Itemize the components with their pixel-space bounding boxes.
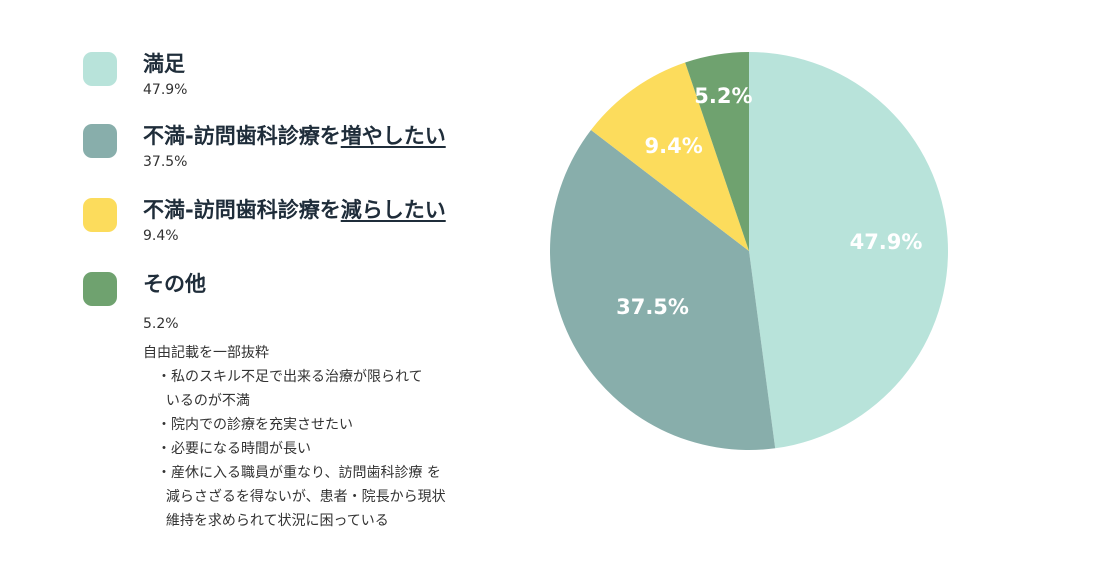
slice-label-4: 5.2% <box>694 84 752 108</box>
slice-label-1: 47.9% <box>850 230 923 254</box>
pie-slice-3 <box>590 62 749 252</box>
comment-line: 維持を求められて状況に困っている <box>157 513 389 529</box>
pie-slice-4 <box>685 52 749 251</box>
legend: 満足 47.9% 不満-訪問歯科診療を増やしたい 37.5% 不満-訪問歯科診療… <box>83 50 553 342</box>
comment-line: ・院内での診療を充実させたい <box>157 417 353 433</box>
comment-line: ・産休に入る職員が重なり、訪問歯科診療 を <box>157 465 441 481</box>
legend-value: 37.5% <box>143 154 188 170</box>
slice-label-2: 37.5% <box>616 295 689 319</box>
legend-swatch-other <box>83 272 117 306</box>
legend-swatch-decrease <box>83 198 117 232</box>
pie-slice-2 <box>549 130 776 451</box>
comment-line: ・私のスキル不足で出来る治療が限られて <box>157 369 423 385</box>
legend-swatch-increase <box>83 124 117 158</box>
legend-label: 不満-訪問歯科診療を減らしたい <box>143 198 446 222</box>
comment-line: 減らさざるを得ないが、患者・院長から現状 <box>157 489 446 505</box>
legend-item-satisfied: 満足 47.9% <box>83 50 553 122</box>
legend-swatch-satisfied <box>83 52 117 86</box>
comment-line: いるのが不満 <box>157 393 250 409</box>
slice-label-3: 9.4% <box>645 134 703 158</box>
free-comments: 自由記載を一部抜粋 ・私のスキル不足で出来る治療が限られて いるのが不満 ・院内… <box>143 341 446 533</box>
legend-label: 満足 <box>143 52 185 76</box>
legend-label: 不満-訪問歯科診療を増やしたい <box>143 124 446 148</box>
legend-value: 9.4% <box>143 228 179 244</box>
pie-slice-1 <box>749 52 949 449</box>
legend-label: その他 <box>143 272 206 296</box>
legend-item-decrease: 不満-訪問歯科診療を減らしたい 9.4% <box>83 196 553 270</box>
free-comments-heading: 自由記載を一部抜粋 <box>143 345 269 361</box>
legend-value: 47.9% <box>143 82 188 98</box>
comment-line: ・必要になる時間が長い <box>157 441 311 457</box>
legend-item-other: その他 5.2% <box>83 270 553 342</box>
legend-item-increase: 不満-訪問歯科診療を増やしたい 37.5% <box>83 122 553 196</box>
legend-value: 5.2% <box>143 316 179 332</box>
